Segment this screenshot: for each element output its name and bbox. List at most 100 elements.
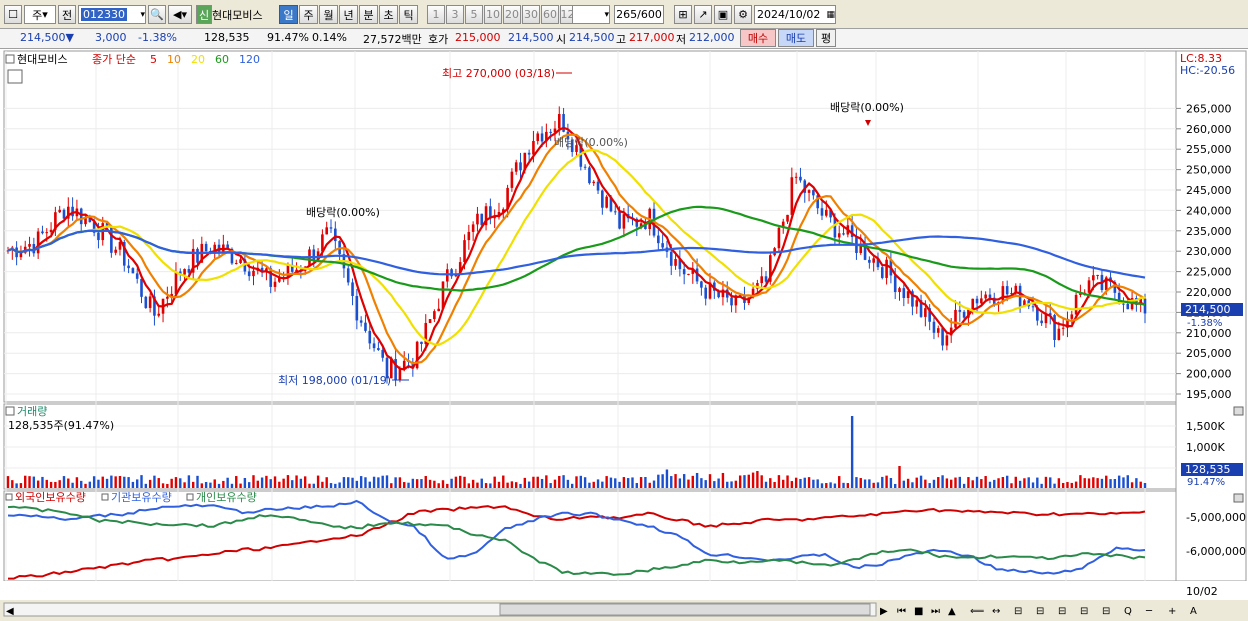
current-price-tag — [1181, 303, 1243, 316]
buy-button[interactable]: 매수 — [740, 29, 776, 47]
legend-box-icon[interactable] — [5, 493, 13, 501]
holding-line-1 — [7, 499, 1146, 575]
ma-legend-120: 120 — [239, 53, 260, 66]
x-axis — [0, 581, 1248, 599]
x-axis-right-date: 10/02 — [1186, 585, 1218, 598]
volume-title: 거래량 — [17, 405, 47, 418]
dividend-marker — [865, 120, 871, 126]
current-price-tag-text: 214,500 — [1185, 303, 1231, 316]
save-icon[interactable]: ▣ — [714, 5, 732, 24]
y-tick-label: 260,000 — [1186, 123, 1232, 136]
holding-y-tick: -5,000,000 — [1186, 511, 1246, 524]
stock-code-value: 012330 — [81, 8, 127, 21]
first-icon[interactable]: ⏮ — [897, 606, 906, 617]
low-label: 저 — [676, 33, 687, 46]
current-pct-tag: -1.38% — [1187, 318, 1222, 329]
play-icon[interactable]: ▶ — [880, 606, 888, 617]
ma-legend-60: 60 — [215, 53, 229, 66]
last-icon[interactable]: ⏭ — [931, 606, 940, 617]
ma-line-5 — [7, 126, 1146, 371]
gear-icon[interactable]: ⚙ — [734, 5, 752, 24]
scroll-thumb[interactable] — [499, 603, 871, 616]
tool-icon[interactable]: ⊟ — [1058, 606, 1066, 617]
period-button-2[interactable]: 월 — [319, 5, 338, 24]
date-input[interactable]: 2024/10/02 ▦ — [754, 5, 836, 24]
high-label: 고 — [616, 33, 627, 46]
minute-button-30[interactable]: 30 — [522, 5, 540, 24]
minute-button-1[interactable]: 1 — [427, 5, 445, 24]
volume-current-tag — [1181, 463, 1243, 476]
scroll-left-icon[interactable]: ◀ — [6, 606, 14, 617]
minute-button-3[interactable]: 3 — [446, 5, 464, 24]
speaker-icon[interactable]: ◀▾ — [168, 5, 192, 24]
tool-icon[interactable]: ⊟ — [1014, 606, 1022, 617]
price-change-pct: -1.38% — [138, 31, 177, 44]
high-price: 217,000 — [629, 31, 675, 44]
eval-button[interactable]: 평 — [816, 29, 836, 47]
minute-button-20[interactable]: 20 — [503, 5, 521, 24]
high-annotation: 최고 270,000 (03/18) — [442, 67, 555, 80]
minute-button-60[interactable]: 60 — [541, 5, 559, 24]
legend-box-icon[interactable] — [101, 493, 109, 501]
dividend-annotation-3: 배당락(0.00%) — [830, 101, 904, 114]
minute-custom-select[interactable]: ▾ — [572, 5, 610, 24]
panel-close-icon[interactable] — [1233, 493, 1244, 503]
market-label: 주 — [32, 8, 43, 22]
tool-icon[interactable]: ⊟ — [1102, 606, 1110, 617]
chart-area: 265,000 260,000 255,000 250,000 245,000 240,0… — [0, 50, 1248, 621]
period-button-1[interactable]: 주 — [299, 5, 318, 24]
stock-code-input[interactable]: 012330 ▾ — [78, 5, 146, 24]
up-icon[interactable]: ▲ — [948, 606, 956, 617]
period-button-6[interactable]: 틱 — [399, 5, 418, 24]
tool-icon[interactable]: ⊟ — [1036, 606, 1044, 617]
holding-legend-1: 기관보유수량 — [111, 491, 172, 504]
stop-icon[interactable]: ■ — [914, 606, 923, 617]
search-icon[interactable]: 🔍 — [148, 5, 166, 24]
ask-price: 215,000 — [455, 31, 501, 44]
dividend-annotation-1: 배당락(0.00%) — [306, 206, 380, 219]
range-icon[interactable]: ↔ — [992, 606, 1000, 617]
y-tick-label: 205,000 — [1186, 347, 1232, 360]
date-value: 2024/10/02 — [757, 8, 821, 21]
ma-legend-5: 5 — [150, 53, 157, 66]
legend-box-icon[interactable] — [186, 493, 194, 501]
y-tick-label: 210,000 — [1186, 327, 1232, 340]
calc-icon[interactable] — [7, 69, 23, 84]
open-price: 214,500 — [569, 31, 615, 44]
draw-tool-icon[interactable]: ↗ — [694, 5, 712, 24]
bid-price: 214,500 — [508, 31, 554, 44]
price-change: 3,000 — [95, 31, 127, 44]
holding-legend-2: 개인보유수량 — [196, 491, 257, 504]
holding-line-2 — [7, 505, 1146, 576]
font-icon[interactable]: A — [1190, 606, 1197, 617]
window-menu-icon[interactable]: ☐ — [4, 5, 22, 24]
panel-toggle-icon[interactable] — [5, 406, 15, 416]
prefix-button[interactable]: 전 — [58, 5, 76, 24]
stock-name: 현대모비스 — [212, 8, 263, 22]
count-input[interactable]: 265/600 — [614, 5, 664, 24]
y-tick-label: 200,000 — [1186, 368, 1232, 381]
chart-type-icon[interactable]: ⊞ — [674, 5, 692, 24]
period-button-4[interactable]: 분 — [359, 5, 378, 24]
panel-toggle-icon[interactable] — [5, 54, 15, 64]
minute-button-5[interactable]: 5 — [465, 5, 483, 24]
period-button-5[interactable]: 초 — [379, 5, 398, 24]
period-button-3[interactable]: 년 — [339, 5, 358, 24]
trade-amount: 27,572백만 — [363, 33, 422, 46]
zoom-icon[interactable]: Q — [1124, 606, 1132, 617]
zoom-out-icon[interactable]: ─ — [1145, 606, 1153, 617]
zoom-in-icon[interactable]: + — [1168, 606, 1176, 617]
current-price: 214,500▼ — [20, 31, 74, 44]
ask-label: 호가 — [428, 33, 449, 46]
period-button-0[interactable]: 일 — [279, 5, 298, 24]
back-icon[interactable]: ⟸ — [970, 606, 984, 617]
tool-icon[interactable]: ⊟ — [1080, 606, 1088, 617]
volume-y-tick: 1,000K — [1186, 441, 1225, 454]
panel-close-icon[interactable] — [1233, 406, 1244, 416]
market-select[interactable]: 주 ▾ — [24, 5, 56, 24]
minute-button-10[interactable]: 10 — [484, 5, 502, 24]
calendar-icon: ▦ — [826, 9, 835, 20]
sell-button[interactable]: 매도 — [778, 29, 814, 47]
y-tick-label: 250,000 — [1186, 164, 1232, 177]
volume-current-pct: 91.47% — [1187, 477, 1225, 488]
